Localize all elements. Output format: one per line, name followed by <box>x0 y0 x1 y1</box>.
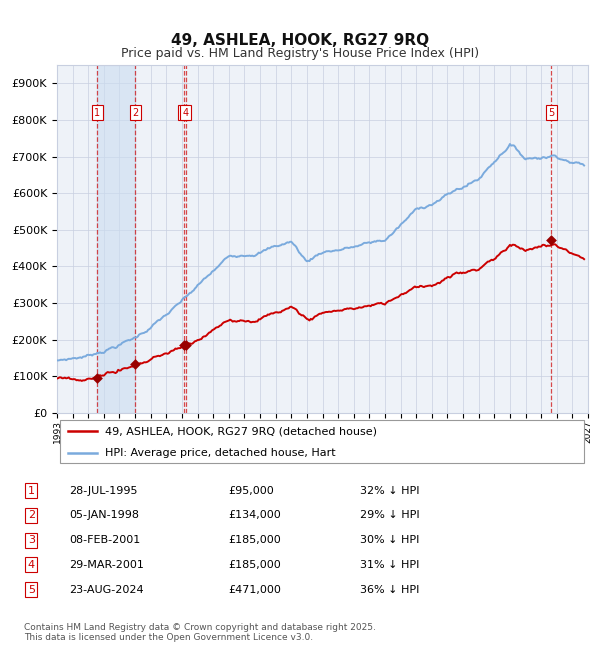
Text: 4: 4 <box>28 560 35 570</box>
Text: 05-JAN-1998: 05-JAN-1998 <box>69 510 139 521</box>
Text: £471,000: £471,000 <box>228 584 281 595</box>
Text: 3: 3 <box>181 108 187 118</box>
Text: 1: 1 <box>94 108 100 118</box>
Point <box>131 359 140 369</box>
Text: £134,000: £134,000 <box>228 510 281 521</box>
Bar <box>97 65 136 413</box>
Text: 32% ↓ HPI: 32% ↓ HPI <box>360 486 419 496</box>
Text: Price paid vs. HM Land Registry's House Price Index (HPI): Price paid vs. HM Land Registry's House … <box>121 47 479 60</box>
Text: £185,000: £185,000 <box>228 535 281 545</box>
Text: 29% ↓ HPI: 29% ↓ HPI <box>360 510 419 521</box>
Text: Contains HM Land Registry data © Crown copyright and database right 2025.
This d: Contains HM Land Registry data © Crown c… <box>24 623 376 642</box>
Text: £185,000: £185,000 <box>228 560 281 570</box>
Text: 4: 4 <box>182 108 189 118</box>
Text: 29-MAR-2001: 29-MAR-2001 <box>69 560 144 570</box>
Text: £95,000: £95,000 <box>228 486 274 496</box>
Text: 2: 2 <box>132 108 139 118</box>
Text: 31% ↓ HPI: 31% ↓ HPI <box>360 560 419 570</box>
Text: 30% ↓ HPI: 30% ↓ HPI <box>360 535 419 545</box>
Text: 49, ASHLEA, HOOK, RG27 9RQ (detached house): 49, ASHLEA, HOOK, RG27 9RQ (detached hou… <box>105 426 377 436</box>
Text: 5: 5 <box>548 108 554 118</box>
FancyBboxPatch shape <box>59 420 584 463</box>
Text: 49, ASHLEA, HOOK, RG27 9RQ: 49, ASHLEA, HOOK, RG27 9RQ <box>171 32 429 48</box>
Text: 2: 2 <box>28 510 35 521</box>
Text: 23-AUG-2024: 23-AUG-2024 <box>69 584 143 595</box>
Text: HPI: Average price, detached house, Hart: HPI: Average price, detached house, Hart <box>105 448 335 458</box>
Text: 5: 5 <box>28 584 35 595</box>
Text: 1: 1 <box>28 486 35 496</box>
Text: 28-JUL-1995: 28-JUL-1995 <box>69 486 137 496</box>
Point <box>179 340 188 350</box>
Point <box>92 373 102 384</box>
Point <box>547 235 556 246</box>
Text: 3: 3 <box>28 535 35 545</box>
Point <box>181 340 190 350</box>
Text: 36% ↓ HPI: 36% ↓ HPI <box>360 584 419 595</box>
Text: 08-FEB-2001: 08-FEB-2001 <box>69 535 140 545</box>
